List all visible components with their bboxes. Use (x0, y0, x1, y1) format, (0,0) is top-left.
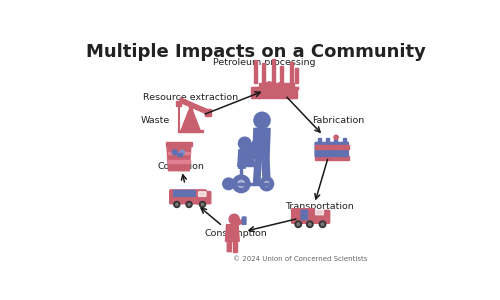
Polygon shape (167, 145, 191, 171)
Polygon shape (239, 154, 245, 165)
Bar (168, 152, 190, 154)
Polygon shape (242, 140, 258, 163)
Bar (343, 138, 346, 143)
Bar (262, 63, 265, 83)
Bar (272, 59, 276, 83)
FancyBboxPatch shape (324, 142, 332, 156)
FancyBboxPatch shape (174, 190, 196, 196)
Circle shape (265, 82, 274, 90)
Bar (254, 60, 257, 83)
Text: Multiple Impacts on a Community: Multiple Impacts on a Community (86, 43, 426, 61)
Bar (205, 109, 210, 116)
FancyBboxPatch shape (332, 142, 340, 156)
Polygon shape (182, 110, 200, 130)
Circle shape (297, 223, 300, 226)
FancyBboxPatch shape (340, 142, 348, 156)
FancyBboxPatch shape (196, 191, 211, 204)
Text: © 2024 Union of Concerned Scientists: © 2024 Union of Concerned Scientists (233, 256, 367, 262)
Polygon shape (234, 241, 237, 252)
Bar (178, 130, 204, 132)
Circle shape (229, 214, 239, 224)
FancyBboxPatch shape (242, 217, 246, 224)
Polygon shape (226, 225, 239, 241)
Bar (286, 87, 297, 98)
Text: Petroleum processing: Petroleum processing (213, 58, 316, 67)
Polygon shape (254, 158, 262, 184)
Circle shape (306, 221, 313, 227)
Circle shape (264, 182, 269, 186)
Circle shape (180, 150, 184, 154)
Text: Fabrication: Fabrication (312, 116, 364, 125)
Bar (259, 82, 294, 98)
Circle shape (190, 105, 193, 108)
Bar (296, 68, 298, 83)
Text: Waste: Waste (141, 116, 171, 125)
Bar (334, 138, 338, 143)
Circle shape (238, 180, 244, 187)
Circle shape (295, 221, 302, 227)
Circle shape (232, 175, 250, 193)
Polygon shape (253, 128, 270, 158)
Bar (189, 105, 192, 111)
Circle shape (200, 202, 205, 208)
Circle shape (321, 223, 324, 226)
Bar (314, 145, 350, 149)
Polygon shape (262, 158, 270, 184)
FancyBboxPatch shape (198, 192, 206, 197)
Polygon shape (176, 101, 182, 106)
Circle shape (238, 137, 251, 150)
Polygon shape (234, 219, 245, 226)
Bar (314, 155, 350, 160)
Circle shape (172, 150, 178, 155)
Circle shape (186, 202, 192, 208)
Bar (168, 160, 190, 163)
FancyBboxPatch shape (315, 142, 323, 156)
Circle shape (308, 223, 311, 226)
Text: Consumption: Consumption (204, 229, 267, 238)
Circle shape (188, 203, 190, 206)
Circle shape (223, 178, 234, 190)
Bar (318, 138, 320, 143)
Circle shape (174, 202, 180, 208)
Text: Resource extraction: Resource extraction (143, 93, 238, 102)
Circle shape (320, 221, 326, 227)
FancyBboxPatch shape (316, 210, 324, 215)
Circle shape (254, 112, 270, 128)
Polygon shape (180, 98, 207, 114)
Circle shape (176, 203, 178, 206)
Circle shape (278, 82, 284, 89)
FancyBboxPatch shape (301, 210, 308, 220)
Bar (280, 66, 283, 83)
Bar (166, 142, 192, 146)
Circle shape (260, 177, 274, 191)
Bar (251, 87, 262, 98)
Bar (290, 62, 292, 83)
FancyBboxPatch shape (313, 210, 330, 223)
Polygon shape (228, 241, 232, 252)
Circle shape (202, 203, 203, 206)
Bar (326, 138, 329, 143)
Circle shape (334, 135, 338, 139)
Polygon shape (238, 150, 254, 166)
Text: Transportation: Transportation (286, 202, 354, 211)
FancyBboxPatch shape (292, 209, 314, 223)
Bar (176, 153, 182, 156)
Text: Collection: Collection (158, 162, 204, 171)
FancyBboxPatch shape (170, 190, 206, 204)
